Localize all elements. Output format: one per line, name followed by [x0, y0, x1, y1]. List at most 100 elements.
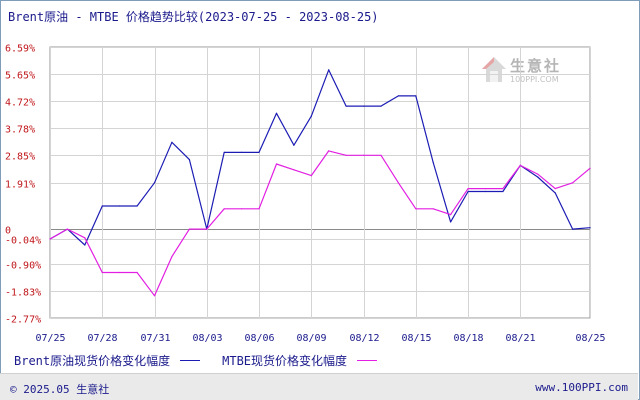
series-point-brent — [275, 112, 278, 114]
legend: Brent原油现货价格变化幅度 MTBE现货价格变化幅度 — [14, 352, 385, 369]
copyright-text: © 2025.05 生意社 — [10, 383, 110, 396]
x-tick-label: 08/15 — [401, 333, 431, 344]
series-point-brent — [502, 190, 504, 193]
series-point-brent — [554, 192, 556, 194]
x-tick-label: 08/25 — [575, 333, 605, 344]
series-point-mtbe — [258, 208, 260, 210]
series-point-brent — [101, 205, 103, 207]
y-tick-label: 1.91% — [5, 180, 35, 191]
series-point-mtbe — [519, 164, 521, 166]
y-tick-label: -0.04% — [5, 236, 41, 247]
legend-label-brent: Brent原油现货价格变化幅度 — [14, 354, 171, 368]
series-point-mtbe — [467, 188, 469, 190]
series-point-mtbe — [589, 167, 591, 169]
x-tick-label: 08/06 — [244, 333, 274, 344]
series-point-brent — [415, 95, 417, 97]
series-point-brent — [84, 244, 86, 246]
y-tick-label: 5.65% — [5, 71, 35, 82]
series-point-brent — [223, 151, 225, 153]
series-point-mtbe — [119, 271, 121, 274]
series-point-mtbe — [362, 154, 365, 156]
series-point-mtbe — [310, 175, 312, 177]
y-tick-label: -0.90% — [5, 261, 41, 272]
series-point-brent — [450, 221, 452, 223]
series-point-brent — [362, 105, 365, 107]
series-point-mtbe — [537, 173, 539, 175]
x-tick-label: 07/25 — [35, 333, 65, 344]
series-line-brent — [49, 69, 591, 246]
series-point-brent — [397, 95, 399, 97]
series-point-brent — [432, 161, 434, 164]
series-point-mtbe — [136, 271, 138, 274]
y-tick-label: -2.77% — [5, 315, 41, 326]
series-point-mtbe — [450, 214, 452, 216]
series-point-mtbe — [397, 182, 399, 184]
legend-line-mtbe — [357, 360, 378, 361]
legend-label-mtbe: MTBE现货价格变化幅度 — [222, 354, 348, 368]
series-point-brent — [293, 144, 295, 146]
x-tick-label: 08/18 — [453, 333, 483, 344]
y-tick-label: 0 — [5, 226, 11, 237]
y-tick-label: -1.83% — [5, 288, 41, 299]
site-url-link[interactable]: www.100PPI.com — [535, 381, 628, 394]
series-group — [49, 69, 591, 297]
x-tick-label: 07/28 — [87, 333, 117, 344]
series-point-mtbe — [293, 169, 295, 171]
footer-bar: © 2025.05 生意社 www.100PPI.com — [0, 373, 638, 400]
watermark-logo: 生意社 100PPI.COM — [480, 55, 580, 91]
x-axis-labels: 07/25 07/28 07/31 08/03 08/06 08/09 08/12 08/15… — [35, 333, 605, 344]
series-point-mtbe — [206, 228, 208, 230]
y-tick-label: 6.59% — [5, 44, 35, 55]
y-tick-label: 4.72% — [5, 98, 35, 109]
series-point-mtbe — [380, 154, 382, 156]
watermark-url: 100PPI.COM — [510, 75, 559, 84]
x-tick-label: 08/21 — [505, 333, 535, 344]
series-point-mtbe — [432, 208, 434, 210]
series-point-brent — [328, 69, 330, 71]
series-point-mtbe — [275, 163, 278, 165]
series-point-brent — [258, 151, 260, 153]
series-point-mtbe — [84, 237, 86, 239]
series-point-brent — [345, 105, 347, 107]
x-tick-label: 08/09 — [296, 333, 326, 344]
x-tick-label: 08/03 — [192, 333, 222, 344]
series-point-brent — [537, 176, 539, 178]
series-point-brent — [241, 151, 243, 153]
series-point-mtbe — [241, 208, 243, 210]
series-point-brent — [310, 115, 312, 117]
series-point-mtbe — [153, 295, 156, 297]
x-tick-label: 07/31 — [140, 333, 170, 344]
series-point-brent — [119, 205, 121, 207]
series-point-mtbe — [345, 154, 347, 156]
series-point-mtbe — [66, 228, 68, 230]
series-point-mtbe — [223, 208, 225, 210]
series-point-mtbe — [502, 188, 504, 190]
series-point-brent — [136, 205, 138, 207]
series-point-brent — [589, 227, 591, 229]
series-point-brent — [380, 105, 382, 107]
series-point-mtbe — [328, 150, 330, 152]
y-tick-label: 2.85% — [5, 152, 35, 163]
series-point-mtbe — [49, 238, 51, 240]
series-point-mtbe — [554, 188, 556, 190]
series-point-mtbe — [188, 228, 190, 230]
legend-line-brent — [180, 360, 201, 361]
y-tick-label: 3.78% — [5, 125, 35, 136]
chart-title: Brent原油 - MTBE 价格趋势比较(2023-07-25 - 2023-… — [8, 10, 379, 24]
series-point-mtbe — [572, 182, 574, 184]
house-icon — [482, 57, 506, 82]
series-point-brent — [153, 182, 156, 184]
y-axis-labels: 6.59% 5.65% 4.72% 3.78% 2.85% 1.91% 0-0.04% -0.… — [5, 44, 41, 326]
grid — [49, 46, 591, 319]
series-line-mtbe — [49, 150, 591, 297]
series-point-mtbe — [415, 208, 417, 210]
series-point-brent — [484, 190, 487, 193]
series-point-mtbe — [171, 256, 173, 258]
series-point-brent — [572, 228, 574, 230]
watermark-name: 生意社 — [510, 57, 562, 75]
series-point-brent — [171, 141, 173, 143]
series-point-mtbe — [484, 188, 487, 190]
series-point-brent — [188, 159, 190, 161]
